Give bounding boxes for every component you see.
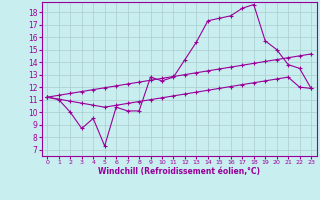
X-axis label: Windchill (Refroidissement éolien,°C): Windchill (Refroidissement éolien,°C) xyxy=(98,167,260,176)
